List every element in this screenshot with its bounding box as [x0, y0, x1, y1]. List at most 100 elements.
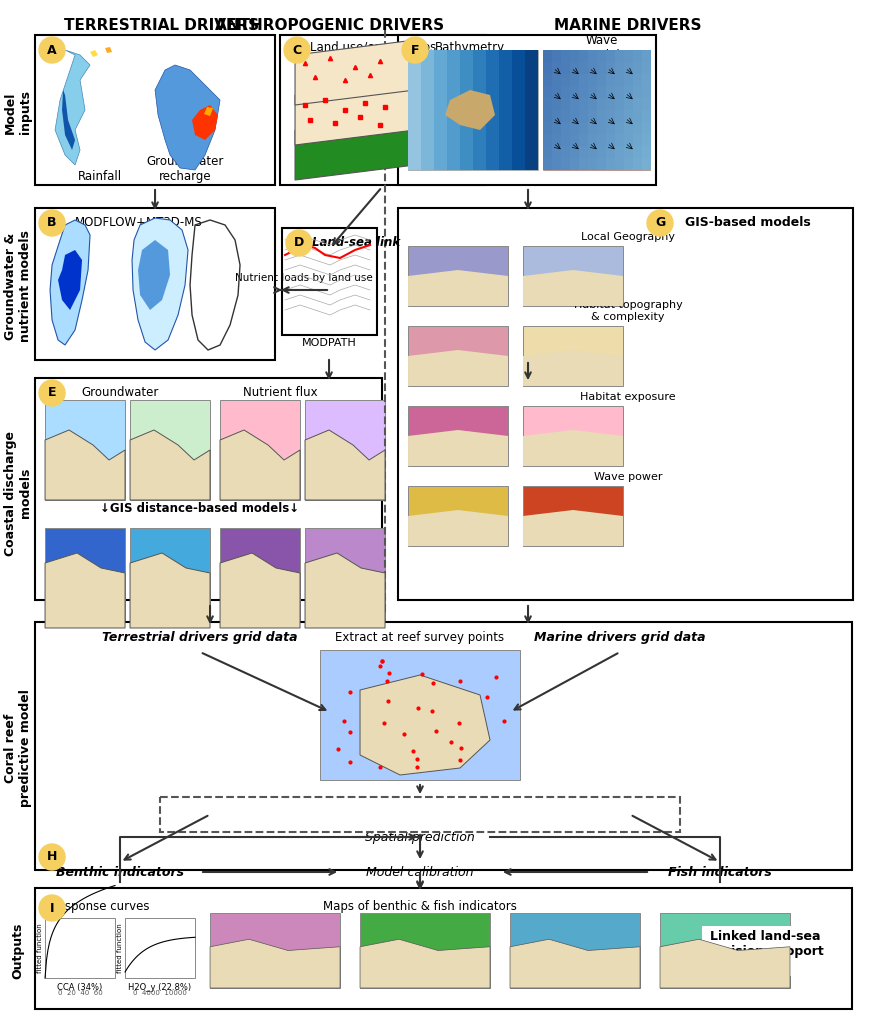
- FancyBboxPatch shape: [35, 35, 275, 185]
- Bar: [642, 110, 651, 122]
- Text: Habitat exposure: Habitat exposure: [581, 392, 676, 402]
- Polygon shape: [220, 553, 300, 608]
- Text: Marine drivers grid data: Marine drivers grid data: [534, 631, 706, 643]
- FancyBboxPatch shape: [305, 400, 385, 500]
- FancyBboxPatch shape: [408, 486, 508, 546]
- Bar: [561, 158, 570, 170]
- Text: Fish indicators: Fish indicators: [668, 865, 772, 879]
- Bar: [642, 122, 651, 134]
- Bar: [473, 50, 486, 170]
- Text: G: G: [655, 216, 665, 229]
- Polygon shape: [132, 218, 188, 350]
- Bar: [597, 122, 606, 134]
- Bar: [579, 158, 588, 170]
- Bar: [588, 98, 597, 110]
- Bar: [642, 86, 651, 98]
- Bar: [552, 74, 561, 86]
- Polygon shape: [523, 430, 623, 466]
- Bar: [633, 50, 642, 62]
- Bar: [606, 98, 615, 110]
- Bar: [579, 122, 588, 134]
- Bar: [552, 146, 561, 158]
- Text: 0  4000  10000: 0 4000 10000: [133, 990, 187, 996]
- Bar: [543, 74, 552, 86]
- FancyBboxPatch shape: [398, 208, 853, 600]
- Bar: [570, 86, 579, 98]
- Bar: [588, 110, 597, 122]
- Bar: [579, 74, 588, 86]
- Text: Nutrient loads by land use: Nutrient loads by land use: [235, 273, 373, 283]
- Bar: [633, 74, 642, 86]
- FancyBboxPatch shape: [510, 913, 640, 988]
- Bar: [579, 50, 588, 62]
- Polygon shape: [130, 430, 210, 500]
- Bar: [615, 122, 624, 134]
- Circle shape: [39, 844, 65, 870]
- Text: Model calibration: Model calibration: [367, 865, 474, 879]
- FancyBboxPatch shape: [523, 326, 623, 386]
- Bar: [561, 110, 570, 122]
- Bar: [606, 110, 615, 122]
- Bar: [624, 134, 633, 146]
- Bar: [633, 86, 642, 98]
- Bar: [624, 158, 633, 170]
- Bar: [561, 86, 570, 98]
- Bar: [543, 86, 552, 98]
- Bar: [421, 50, 434, 170]
- Bar: [624, 62, 633, 74]
- Bar: [597, 62, 606, 74]
- FancyBboxPatch shape: [282, 228, 377, 335]
- Bar: [408, 50, 421, 170]
- FancyBboxPatch shape: [398, 35, 656, 185]
- Bar: [633, 62, 642, 74]
- Text: Rainfall: Rainfall: [78, 170, 122, 183]
- Bar: [561, 50, 570, 62]
- Text: GIS-based models: GIS-based models: [685, 216, 810, 229]
- Text: Bathymetry: Bathymetry: [435, 42, 505, 54]
- Polygon shape: [660, 939, 790, 988]
- FancyBboxPatch shape: [45, 918, 115, 978]
- FancyBboxPatch shape: [320, 650, 520, 780]
- Bar: [579, 110, 588, 122]
- Bar: [615, 110, 624, 122]
- Polygon shape: [220, 430, 300, 500]
- Circle shape: [39, 895, 65, 921]
- Bar: [597, 158, 606, 170]
- Bar: [543, 146, 552, 158]
- Bar: [606, 62, 615, 74]
- Polygon shape: [305, 430, 385, 500]
- Polygon shape: [445, 90, 495, 130]
- Text: Coastal discharge
models: Coastal discharge models: [4, 430, 32, 555]
- Text: Land use/cover maps: Land use/cover maps: [310, 42, 436, 54]
- Text: I: I: [50, 901, 54, 914]
- Bar: [512, 50, 525, 170]
- Bar: [624, 74, 633, 86]
- Bar: [552, 98, 561, 110]
- Polygon shape: [62, 90, 75, 150]
- Bar: [624, 110, 633, 122]
- Bar: [633, 146, 642, 158]
- Bar: [606, 86, 615, 98]
- Bar: [543, 158, 552, 170]
- FancyBboxPatch shape: [220, 400, 300, 500]
- Bar: [552, 110, 561, 122]
- FancyBboxPatch shape: [35, 622, 852, 870]
- FancyBboxPatch shape: [408, 406, 508, 466]
- Polygon shape: [105, 47, 112, 53]
- Text: Response curves: Response curves: [50, 900, 150, 913]
- Bar: [606, 50, 615, 62]
- Bar: [561, 74, 570, 86]
- Polygon shape: [45, 553, 125, 628]
- Bar: [606, 158, 615, 170]
- Text: 0  20  40  60: 0 20 40 60: [58, 990, 103, 996]
- Bar: [606, 134, 615, 146]
- Bar: [606, 74, 615, 86]
- Bar: [588, 86, 597, 98]
- Text: E: E: [48, 386, 56, 399]
- Polygon shape: [50, 220, 90, 345]
- Bar: [543, 122, 552, 134]
- Polygon shape: [408, 350, 508, 386]
- Bar: [486, 50, 499, 170]
- Polygon shape: [138, 240, 170, 310]
- Polygon shape: [360, 675, 490, 775]
